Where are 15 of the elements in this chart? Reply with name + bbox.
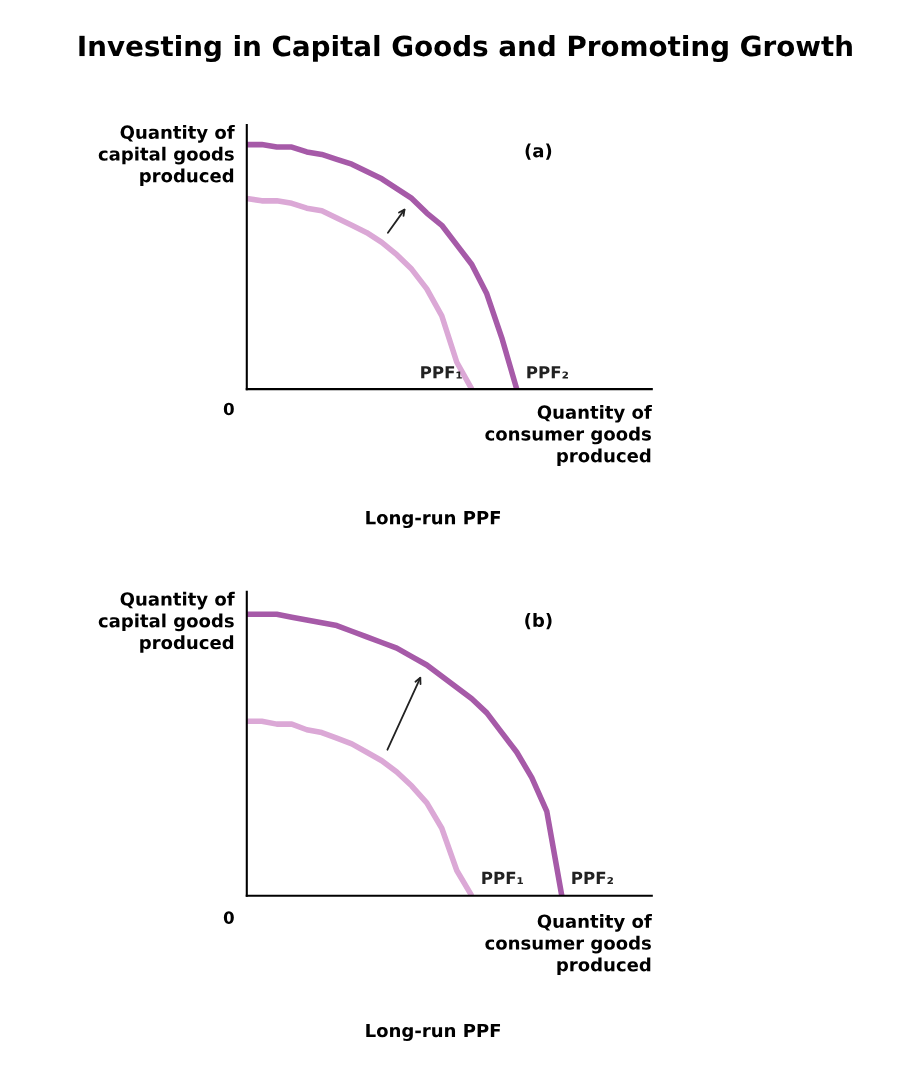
- series-label: PPF₂: [572, 871, 613, 884]
- text: Long-run PPF: [366, 511, 501, 529]
- series-label: PPF₂: [527, 366, 568, 379]
- y-axis-title: Quantity of capital goods produced: [98, 591, 235, 653]
- x-axis-title: Quantity of consumer goods produced: [485, 405, 652, 466]
- text: Long-run PPF: [366, 1023, 501, 1041]
- series-label: PPF₁: [482, 871, 523, 884]
- chart-subtitle: (a): [525, 143, 552, 160]
- chart-subtitle: (b): [525, 613, 552, 630]
- text: 0: [223, 402, 234, 416]
- series-label: PPF₁: [421, 366, 462, 379]
- y-axis-title: Quantity of capital goods produced: [98, 125, 235, 186]
- text: 0: [223, 911, 234, 924]
- x-axis-title: Quantity of consumer goods produced: [485, 914, 652, 975]
- chart-title: Investing in Capital Goods and Promoting Growth: [79, 34, 852, 63]
